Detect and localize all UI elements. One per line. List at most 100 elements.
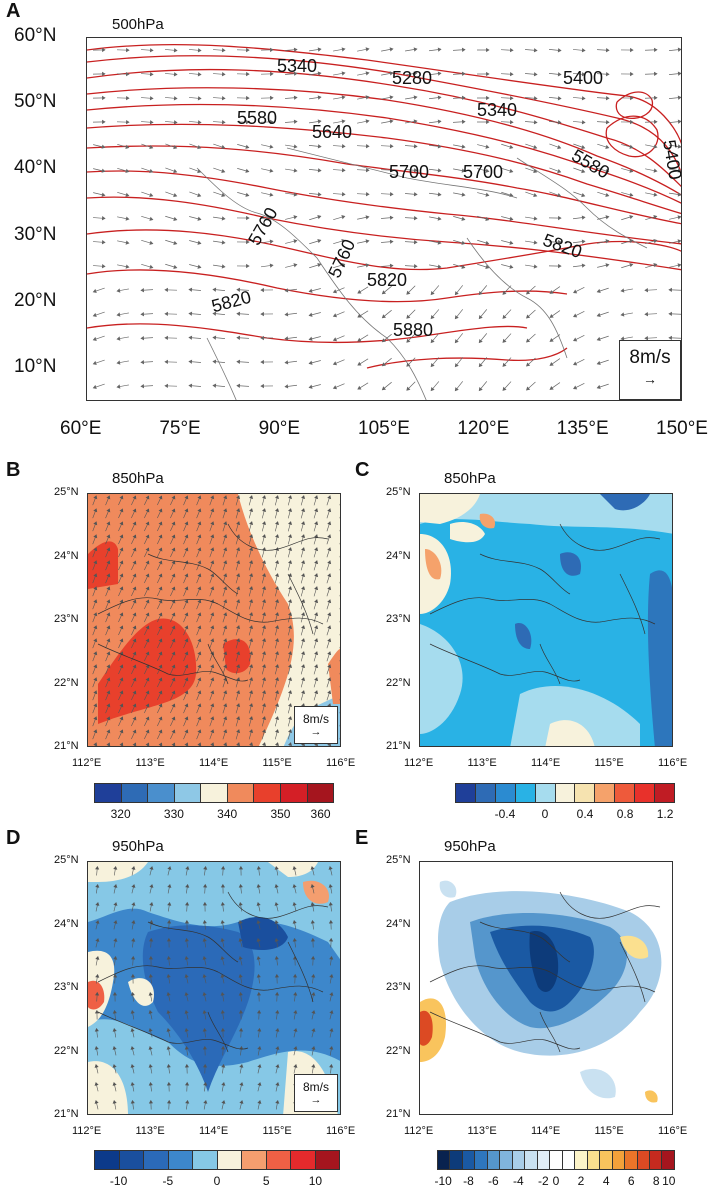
colorbar-swatch [555, 784, 576, 802]
wind-arrowhead [106, 495, 111, 500]
wind-arrowhead [223, 547, 228, 552]
wind-arrowhead [406, 314, 411, 319]
wind-arrowhead [430, 362, 435, 368]
wind-arrowhead [288, 742, 293, 746]
wind-arrowhead [454, 315, 459, 320]
wind-arrowhead [203, 1100, 208, 1104]
wind-arrowhead [202, 956, 207, 960]
wind-arrowhead [677, 263, 681, 268]
wind-arrowhead [188, 359, 193, 364]
wind-arrowhead [140, 360, 145, 365]
wind-arrowhead [197, 586, 202, 591]
wind-arrowhead [95, 865, 100, 870]
colorbar-swatch [649, 1151, 663, 1169]
wind-arrowhead [533, 168, 538, 174]
wind-arrowhead [314, 677, 319, 682]
wind-arrowhead [249, 664, 254, 669]
lat-tick: 22°N [54, 1044, 79, 1057]
wind-arrowhead [173, 193, 178, 198]
wind-arrowhead [327, 612, 332, 617]
wind-arrowhead [249, 521, 254, 526]
wind-arrowhead [288, 521, 293, 525]
wind-arrowhead [210, 495, 215, 500]
panel-e-map [419, 861, 673, 1115]
wind-arrowhead [145, 495, 150, 500]
wind-arrowhead [509, 168, 514, 173]
wind-arrowhead [171, 638, 176, 643]
wind-arrowhead [314, 508, 319, 513]
contour-label: 5280 [392, 68, 432, 88]
lat-tick: 24°N [386, 917, 411, 930]
wind-arrowhead [262, 560, 267, 564]
wind-arrowhead [145, 586, 150, 591]
wind-arrowhead [605, 239, 610, 244]
wind-arrowhead [95, 938, 100, 942]
wind-arrowhead [293, 1010, 298, 1014]
wind-arrowhead [317, 192, 322, 197]
wind-arrowhead [125, 192, 130, 197]
wind-arrowhead [341, 95, 346, 100]
wind-arrowhead [130, 1010, 135, 1014]
wind-arrowhead [119, 612, 124, 617]
wind-arrowhead [145, 690, 150, 695]
wind-arrowhead [119, 625, 124, 630]
wind-arrowhead [301, 690, 306, 695]
wind-arrowhead [236, 729, 241, 734]
wind-arrowhead [329, 974, 334, 978]
wind-arrowhead [236, 560, 241, 565]
wind-arrowhead [158, 534, 163, 539]
wind-arrowhead [581, 48, 586, 53]
wind-arrowhead [113, 902, 118, 906]
wind-arrowhead [249, 599, 254, 604]
wind-arrowhead [236, 677, 241, 682]
wind-arrowhead [236, 638, 241, 643]
wind-arrowhead [274, 938, 279, 942]
wind-arrowhead [288, 560, 293, 564]
wind-arrowhead [93, 612, 98, 617]
colorbar-label: -6 [488, 1174, 499, 1188]
wind-arrowhead [301, 534, 306, 539]
wind-arrowhead [249, 508, 254, 513]
wind-arrowhead [630, 119, 634, 125]
wind-arrowhead [158, 664, 163, 669]
wind-arrowhead [184, 919, 190, 924]
wind-arrowhead [93, 638, 98, 643]
wind-arrowhead [677, 95, 681, 100]
wind-arrowhead [223, 651, 228, 656]
wind-arrowhead [301, 560, 306, 565]
wind-arrowhead [314, 690, 319, 695]
wind-arrowhead [509, 216, 514, 221]
wind-arrowhead [262, 599, 267, 603]
wind-arrowhead [145, 703, 150, 708]
wind-arrowhead [341, 215, 346, 220]
wind-arrowhead [260, 287, 264, 293]
wind-arrowhead [275, 742, 280, 746]
wind-arrowhead [93, 703, 98, 708]
wind-arrowhead [126, 47, 130, 53]
lon-tick: 112°E [404, 757, 434, 769]
wind-arrowhead [293, 991, 298, 996]
wind-arrowhead [284, 360, 289, 365]
wind-arrowhead [197, 96, 202, 101]
wind-arrowhead [288, 586, 293, 590]
wind-arrowhead [221, 48, 226, 53]
panel-b-field [88, 494, 340, 746]
wind-arrowhead [158, 495, 163, 500]
wind-arrowhead [145, 573, 150, 578]
wind-arrowhead [197, 72, 202, 77]
wind-arrowhead [106, 534, 111, 539]
wind-arrowhead [249, 573, 254, 578]
wind-arrowhead [166, 1010, 171, 1014]
wind-arrowhead [148, 1010, 153, 1014]
wind-arrowhead [301, 573, 306, 578]
wind-arrowhead [113, 920, 118, 924]
wind-arrowhead [292, 937, 297, 942]
wind-arrowhead [119, 677, 124, 682]
wind-arrowhead [249, 638, 254, 643]
contour-label: 5580 [568, 145, 613, 182]
wind-arrowhead [509, 95, 514, 101]
wind-arrowhead [327, 547, 332, 552]
lon-tick: 115°E [262, 757, 292, 769]
wind-arrowhead [437, 264, 442, 269]
colorbar-swatch [254, 784, 281, 802]
